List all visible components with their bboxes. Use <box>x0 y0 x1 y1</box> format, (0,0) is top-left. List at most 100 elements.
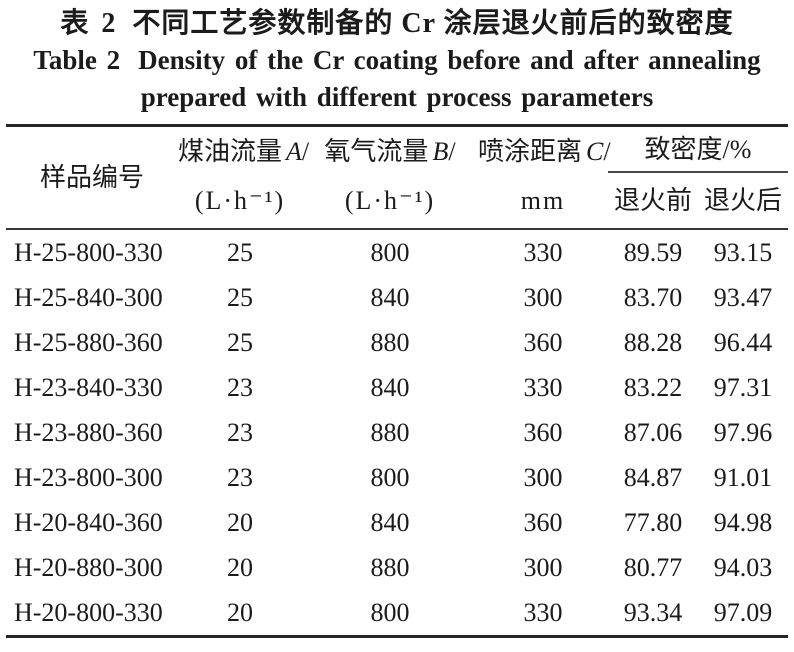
sample-id-cell: H-23-880-360 <box>14 417 163 447</box>
header-kerosene-flow: 煤油流量 A/ (L·h⁻¹) <box>178 126 309 230</box>
density-before-annealing-cell: 88.28 <box>623 327 683 357</box>
density-after-annealing-cell: 97.96 <box>713 417 773 447</box>
density-after-annealing-cell: 93.47 <box>713 282 773 312</box>
header-density-subrow: 退火前 退火后 <box>608 173 788 228</box>
density-before-annealing-cell: 87.06 <box>623 417 683 447</box>
header-oxygen-flow-variable: B <box>432 137 449 166</box>
spray-distance-cell: 300 <box>523 282 563 312</box>
density-before-annealing-cell: 80.77 <box>623 552 683 582</box>
table-title-cn: 表 2 不同工艺参数制备的 Cr 涂层退火前后的致密度 <box>0 6 794 42</box>
header-spray-distance-unit: mm <box>520 186 566 215</box>
kerosene-flow-cell: 20 <box>227 552 253 582</box>
table-number-cn: 表 2 <box>60 8 119 39</box>
kerosene-flow-cell: 23 <box>227 417 253 447</box>
density-after-annealing-cell: 97.31 <box>713 372 773 402</box>
header-kerosene-flow-slash: / <box>301 137 310 166</box>
sample-id-cell: H-20-880-300 <box>14 552 163 582</box>
header-oxygen-flow-unit: (L·h⁻¹) <box>344 186 436 215</box>
density-before-annealing-cell: 89.59 <box>623 237 683 267</box>
header-oxygen-flow-label: 氧气流量 B/ <box>302 127 478 177</box>
density-after-annealing-cell: 96.44 <box>713 327 773 357</box>
oxygen-flow-cell: 800 <box>370 462 410 492</box>
table-number-en: Table 2 <box>33 45 121 75</box>
kerosene-flow-cell: 20 <box>227 507 253 537</box>
header-row: 样品编号 煤油流量 A/ (L·h⁻¹) 氧气流量 B/ (L·h⁻¹) <box>6 126 788 230</box>
header-kerosene-flow-name: 煤油流量 <box>178 137 283 166</box>
header-spray-distance-variable: C <box>586 137 604 166</box>
spray-distance-cell: 330 <box>523 237 563 267</box>
spray-distance-cell: 360 <box>523 417 563 447</box>
table-row: H-20-880-300 20 880 300 80.77 94.03 <box>6 545 788 590</box>
header-sample-id: 样品编号 <box>6 126 178 230</box>
table-row: H-20-800-330 20 800 330 93.34 97.09 <box>6 590 788 637</box>
kerosene-flow-cell: 20 <box>227 597 253 627</box>
header-spray-distance-name: 喷涂距离 <box>478 137 583 166</box>
density-before-annealing-cell: 83.70 <box>623 282 683 312</box>
header-density-before-annealing: 退火前 <box>613 186 692 215</box>
table-title-en-line1: Table 2 Density of the Cr coating before … <box>0 42 794 79</box>
oxygen-flow-cell: 840 <box>370 372 410 402</box>
header-kerosene-flow-label: 煤油流量 A/ <box>178 127 309 177</box>
table-title-cn-text: 不同工艺参数制备的 Cr 涂层退火前后的致密度 <box>132 8 734 39</box>
spray-distance-cell: 330 <box>523 597 563 627</box>
sample-id-cell: H-25-880-360 <box>14 327 163 357</box>
table-row: H-25-880-360 25 880 360 88.28 96.44 <box>6 320 788 365</box>
oxygen-flow-cell: 840 <box>370 282 410 312</box>
table-header: 样品编号 煤油流量 A/ (L·h⁻¹) 氧气流量 B/ (L·h⁻¹) <box>6 126 788 230</box>
sample-id-cell: H-25-840-300 <box>14 282 163 312</box>
data-table: 样品编号 煤油流量 A/ (L·h⁻¹) 氧气流量 B/ (L·h⁻¹) <box>6 124 788 638</box>
table-row: H-25-840-300 25 840 300 83.70 93.47 <box>6 275 788 320</box>
header-oxygen-flow-slash: / <box>448 137 456 166</box>
oxygen-flow-cell: 880 <box>370 327 410 357</box>
spray-distance-cell: 360 <box>523 507 563 537</box>
sample-id-cell: H-23-800-300 <box>14 462 163 492</box>
density-before-annealing-cell: 77.80 <box>623 507 683 537</box>
header-sample-id-label: 样品编号 <box>39 163 144 192</box>
density-after-annealing-cell: 91.01 <box>713 462 773 492</box>
header-spray-distance-label: 喷涂距离 C/ <box>478 127 611 177</box>
header-spray-distance: 喷涂距离 C/ mm <box>478 126 611 230</box>
oxygen-flow-cell: 880 <box>370 417 410 447</box>
density-after-annealing-cell: 94.03 <box>713 552 773 582</box>
kerosene-flow-cell: 25 <box>227 282 253 312</box>
sample-id-cell: H-23-840-330 <box>14 372 163 402</box>
header-density-label: 致密度/% <box>608 127 788 173</box>
table-title-en-text: Density of the Cr coating before and aft… <box>138 45 761 75</box>
kerosene-flow-cell: 25 <box>227 327 253 357</box>
table-row: H-20-840-360 20 840 360 77.80 94.98 <box>6 500 788 545</box>
sample-id-cell: H-20-800-330 <box>14 597 163 627</box>
spray-distance-cell: 300 <box>523 462 563 492</box>
kerosene-flow-cell: 25 <box>227 237 253 267</box>
spray-distance-cell: 360 <box>523 327 563 357</box>
table-row: H-23-800-300 23 800 300 84.87 91.01 <box>6 455 788 500</box>
density-after-annealing-cell: 97.09 <box>713 597 773 627</box>
oxygen-flow-cell: 840 <box>370 507 410 537</box>
header-kerosene-flow-unit: (L·h⁻¹) <box>194 186 286 215</box>
spray-distance-cell: 330 <box>523 372 563 402</box>
table-row: H-23-880-360 23 880 360 87.06 97.96 <box>6 410 788 455</box>
oxygen-flow-cell: 800 <box>370 597 410 627</box>
sample-id-cell: H-25-800-330 <box>14 237 163 267</box>
header-density-group: 致密度/% 退火前 退火后 <box>608 126 788 230</box>
density-before-annealing-cell: 93.34 <box>623 597 683 627</box>
density-after-annealing-cell: 93.15 <box>713 237 773 267</box>
sample-id-cell: H-20-840-360 <box>14 507 163 537</box>
table-row: H-25-800-330 25 800 330 89.59 93.15 <box>6 229 788 275</box>
header-spray-distance-slash: / <box>603 137 611 166</box>
header-kerosene-flow-variable: A <box>286 137 302 166</box>
oxygen-flow-cell: 800 <box>370 237 410 267</box>
kerosene-flow-cell: 23 <box>227 372 253 402</box>
density-after-annealing-cell: 94.98 <box>713 507 773 537</box>
header-density-after-annealing: 退火后 <box>703 186 782 215</box>
header-oxygen-flow-name: 氧气流量 <box>324 137 429 166</box>
table-row: H-23-840-330 23 840 330 83.22 97.31 <box>6 365 788 410</box>
density-before-annealing-cell: 83.22 <box>623 372 683 402</box>
header-oxygen-flow: 氧气流量 B/ (L·h⁻¹) <box>302 126 478 230</box>
oxygen-flow-cell: 880 <box>370 552 410 582</box>
density-before-annealing-cell: 84.87 <box>623 462 683 492</box>
table-body: H-25-800-330 25 800 330 89.59 93.15 H-25-840-3… <box>6 229 788 637</box>
spray-distance-cell: 300 <box>523 552 563 582</box>
kerosene-flow-cell: 23 <box>227 462 253 492</box>
table-title-en-line2: prepared with different process paramete… <box>140 82 654 112</box>
